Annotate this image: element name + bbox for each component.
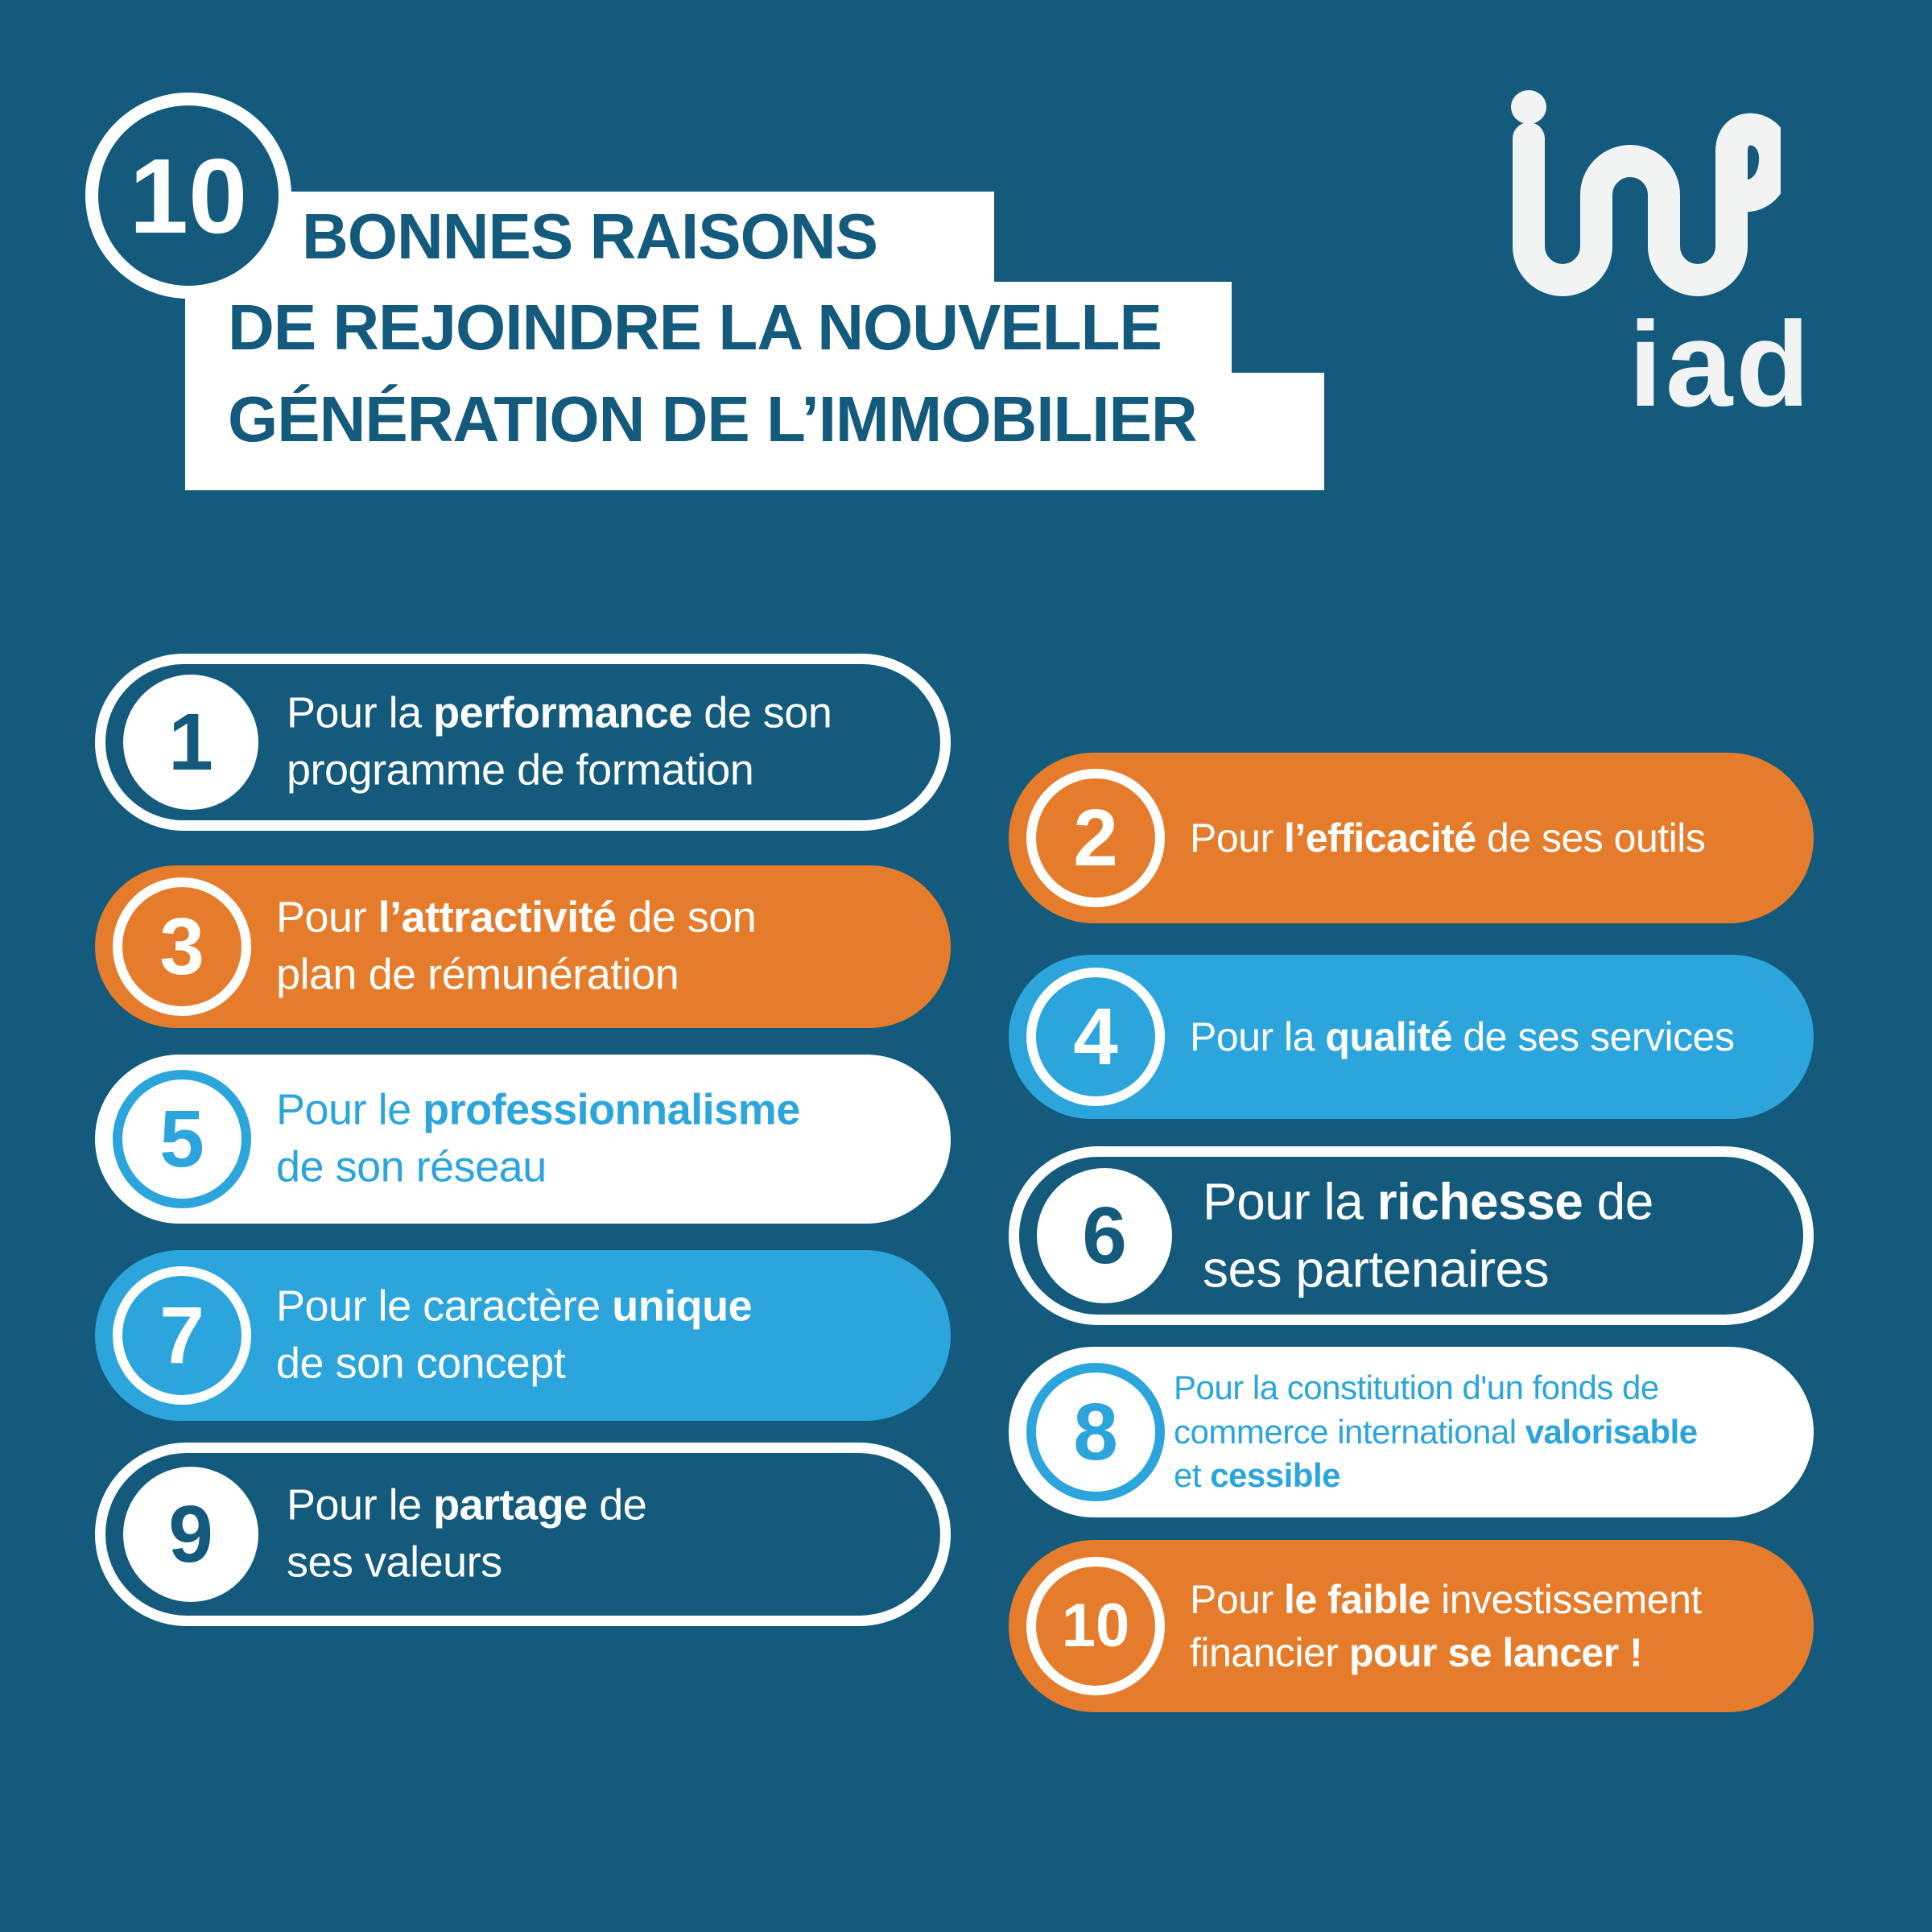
reason-number-badge: 4	[1026, 968, 1165, 1106]
count-badge: 10	[85, 93, 291, 299]
reason-text: Pour la qualité de ses services	[1190, 1014, 1735, 1059]
iad-wordmark: iad	[1629, 296, 1813, 431]
reason-text: Pour le professionnalisme de son réseau	[276, 1085, 800, 1191]
reason-number-badge: 6	[1037, 1168, 1172, 1303]
reason-number-badge: 3	[113, 877, 251, 1016]
reason-pill-2: 2 Pour l’efficacité de ses outils	[1009, 753, 1814, 923]
title-line-2: DE REJOINDRE LA NOUVELLE	[185, 282, 1232, 373]
reason-text: Pour la constitution d'un fonds de comme…	[1174, 1368, 1698, 1495]
reason-text: Pour la performance de son programme de …	[287, 688, 832, 795]
reason-pill-6: 6 Pour la richesse de ses partenaires	[1009, 1146, 1814, 1325]
title-line-3: GÉNÉRATION DE L’IMMOBILIER	[185, 373, 1324, 490]
reason-number-badge: 1	[123, 675, 258, 810]
reason-number-badge: 2	[1026, 769, 1165, 907]
title-line-1: BONNES RAISONS	[185, 192, 994, 282]
reason-pill-5: 5 Pour le professionnalisme de son résea…	[95, 1055, 951, 1224]
reason-number-badge: 8	[1026, 1363, 1165, 1501]
reason-pill-1: 1 Pour la performance de son programme d…	[95, 654, 951, 831]
reason-text: Pour le partage de ses valeurs	[287, 1480, 647, 1587]
reason-text: Pour l’attractivité de son plan de rémun…	[276, 893, 757, 999]
reason-text: Pour le caractère unique de son concept	[276, 1282, 753, 1388]
reason-pill-8: 8 Pour la constitution d'un fonds de com…	[1009, 1347, 1814, 1517]
reason-pill-4: 4 Pour la qualité de ses services	[1009, 955, 1814, 1119]
reason-number-badge: 7	[113, 1266, 251, 1405]
reason-pill-10: 10 Pour le faible investissement financi…	[1009, 1540, 1814, 1712]
reason-text: Pour la richesse de ses partenaires	[1203, 1172, 1653, 1298]
reason-number-badge: 9	[123, 1467, 258, 1602]
iad-logo: iad	[1504, 89, 1818, 431]
reason-text: Pour l’efficacité de ses outils	[1190, 815, 1706, 861]
reason-pill-9: 9 Pour le partage de ses valeurs	[95, 1443, 951, 1626]
reason-text: Pour le faible investissement financier …	[1190, 1577, 1702, 1675]
reason-pill-7: 7 Pour le caractère unique de son concep…	[95, 1250, 951, 1421]
reason-number-badge: 5	[113, 1070, 251, 1208]
reason-pill-3: 3 Pour l’attractivité de son plan de rém…	[95, 865, 951, 1028]
iad-logo-icon	[1511, 90, 1781, 296]
reason-number-badge: 10	[1026, 1557, 1165, 1695]
